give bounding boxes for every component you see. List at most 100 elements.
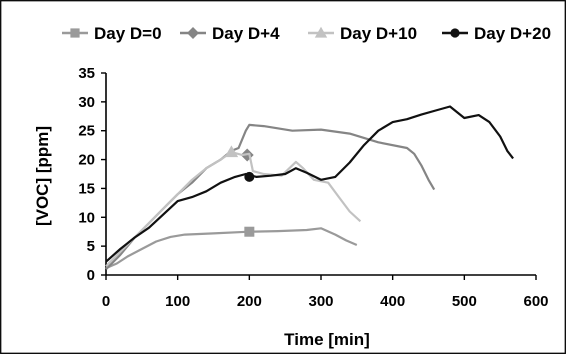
- data-point-day-d-4: [414, 153, 415, 154]
- data-point-day-d-20: [134, 237, 135, 238]
- data-point-day-d-20: [191, 196, 192, 197]
- data-point-day-d-10: [148, 222, 149, 223]
- data-point-day-d-4: [120, 254, 121, 255]
- legend-marker-day-d-4: [187, 27, 199, 39]
- data-point-day-d-20: [177, 201, 178, 202]
- series-line-day-d-4: [105, 123, 436, 270]
- data-point-day-d-4: [245, 130, 246, 131]
- data-point-day-d-4: [105, 269, 106, 270]
- data-point-day-d-4: [238, 147, 239, 148]
- legend-label-day-d-0: Day D=0: [94, 24, 162, 43]
- data-point-day-d-20: [306, 172, 307, 173]
- data-point-day-d-20: [378, 130, 379, 131]
- data-point-day-d-4: [421, 165, 422, 166]
- y-tick-label: 15: [78, 180, 95, 197]
- data-point-day-d-20: [421, 114, 422, 115]
- x-tick-label: 600: [523, 293, 548, 310]
- data-point-day-d-20: [512, 158, 513, 159]
- data-point-day-d-20: [435, 110, 436, 111]
- data-point-day-d-10: [313, 179, 314, 180]
- x-tick-label: 300: [308, 293, 333, 310]
- data-point-day-d-10: [120, 251, 121, 252]
- data-point-day-d-20: [285, 173, 286, 174]
- data-point-day-d-20: [270, 175, 271, 176]
- x-tick-label: 400: [380, 293, 405, 310]
- data-point-day-d-4: [292, 130, 293, 131]
- data-point-day-d-0: [335, 234, 336, 235]
- legend-marker-day-d-20: [450, 28, 460, 38]
- data-point-day-d-20: [295, 168, 296, 169]
- data-point-day-d-20: [507, 150, 508, 151]
- data-point-day-d-0: [141, 248, 142, 249]
- legend-marker-day-d-10: [314, 26, 328, 38]
- data-point-day-d-20: [335, 176, 336, 177]
- data-point-day-d-4: [191, 182, 192, 183]
- data-point-day-d-20: [220, 182, 221, 183]
- data-point-day-d-20: [206, 191, 207, 192]
- data-point-day-d-0: [306, 229, 307, 230]
- data-point-day-d-0: [116, 263, 117, 264]
- y-axis-title: [VOC] [ppm]: [33, 126, 52, 226]
- data-point-day-d-20: [489, 121, 490, 122]
- data-point-day-d-0: [156, 241, 157, 242]
- series-line-day-d-10: [105, 151, 362, 268]
- data-point-day-d-0: [320, 228, 321, 229]
- data-point-day-d-20: [449, 106, 450, 107]
- data-point-day-d-10: [163, 208, 164, 209]
- x-tick-label: 0: [102, 293, 110, 310]
- data-point-day-d-20: [105, 261, 106, 262]
- data-point-day-d-4: [249, 124, 250, 125]
- data-point-day-d-20: [120, 248, 121, 249]
- data-point-day-d-10: [220, 159, 221, 160]
- x-axis-title: Time [min]: [284, 330, 370, 349]
- data-point-day-d-4: [428, 179, 429, 180]
- y-tick-label: 0: [87, 267, 95, 284]
- data-point-day-d-10: [328, 182, 329, 183]
- data-point-day-d-10: [252, 171, 253, 172]
- data-point-day-d-20: [478, 115, 479, 116]
- data-point-day-d-4: [263, 125, 264, 126]
- data-point-day-d-20: [320, 179, 321, 180]
- x-tick-label: 200: [237, 293, 262, 310]
- x-tick-label: 100: [165, 293, 190, 310]
- legend-label-day-d-10: Day D+10: [340, 24, 417, 43]
- data-point-day-d-20: [392, 121, 393, 122]
- legend: Day D=0 Day D+4 Day D+10 Day D+20: [62, 24, 551, 43]
- data-point-day-d-20: [148, 227, 149, 228]
- data-point-day-d-10: [263, 173, 264, 174]
- data-point-day-d-20: [464, 117, 465, 118]
- data-point-day-d-0: [345, 240, 346, 241]
- series-line-day-d-0: [105, 227, 358, 270]
- legend-label-day-d-4: Day D+4: [212, 24, 280, 43]
- data-point-day-d-10: [206, 168, 207, 169]
- data-point-day-d-10: [302, 168, 303, 169]
- data-point-day-d-4: [406, 147, 407, 148]
- data-point-day-d-20: [363, 145, 364, 146]
- data-point-day-d-10: [242, 154, 243, 155]
- legend-marker-day-d-0: [70, 28, 80, 38]
- data-point-day-d-4: [434, 189, 435, 190]
- y-tick-label: 20: [78, 152, 95, 169]
- data-point-day-d-20: [256, 176, 257, 177]
- data-point-day-d-4: [349, 133, 350, 134]
- data-point-day-d-10: [191, 179, 192, 180]
- data-point-day-d-0: [356, 244, 357, 245]
- data-point-day-d-0: [170, 236, 171, 237]
- data-point-day-d-4: [320, 129, 321, 130]
- data-point-day-d-0: [277, 231, 278, 232]
- series-layer: [105, 105, 514, 270]
- series-line-day-d-20: [105, 105, 514, 263]
- data-point-day-d-10: [177, 194, 178, 195]
- series-marker-day-d-10: [224, 145, 239, 158]
- data-point-day-d-20: [234, 176, 235, 177]
- data-point-day-d-10: [105, 266, 106, 267]
- data-point-day-d-20: [349, 162, 350, 163]
- axes: 0 5 10 15 20 25 30 35 0 100 200 300 400 500 600: [78, 65, 548, 310]
- y-tick-label: 25: [78, 123, 95, 140]
- data-point-day-d-10: [349, 211, 350, 212]
- data-point-day-d-4: [378, 142, 379, 143]
- data-point-day-d-20: [406, 119, 407, 120]
